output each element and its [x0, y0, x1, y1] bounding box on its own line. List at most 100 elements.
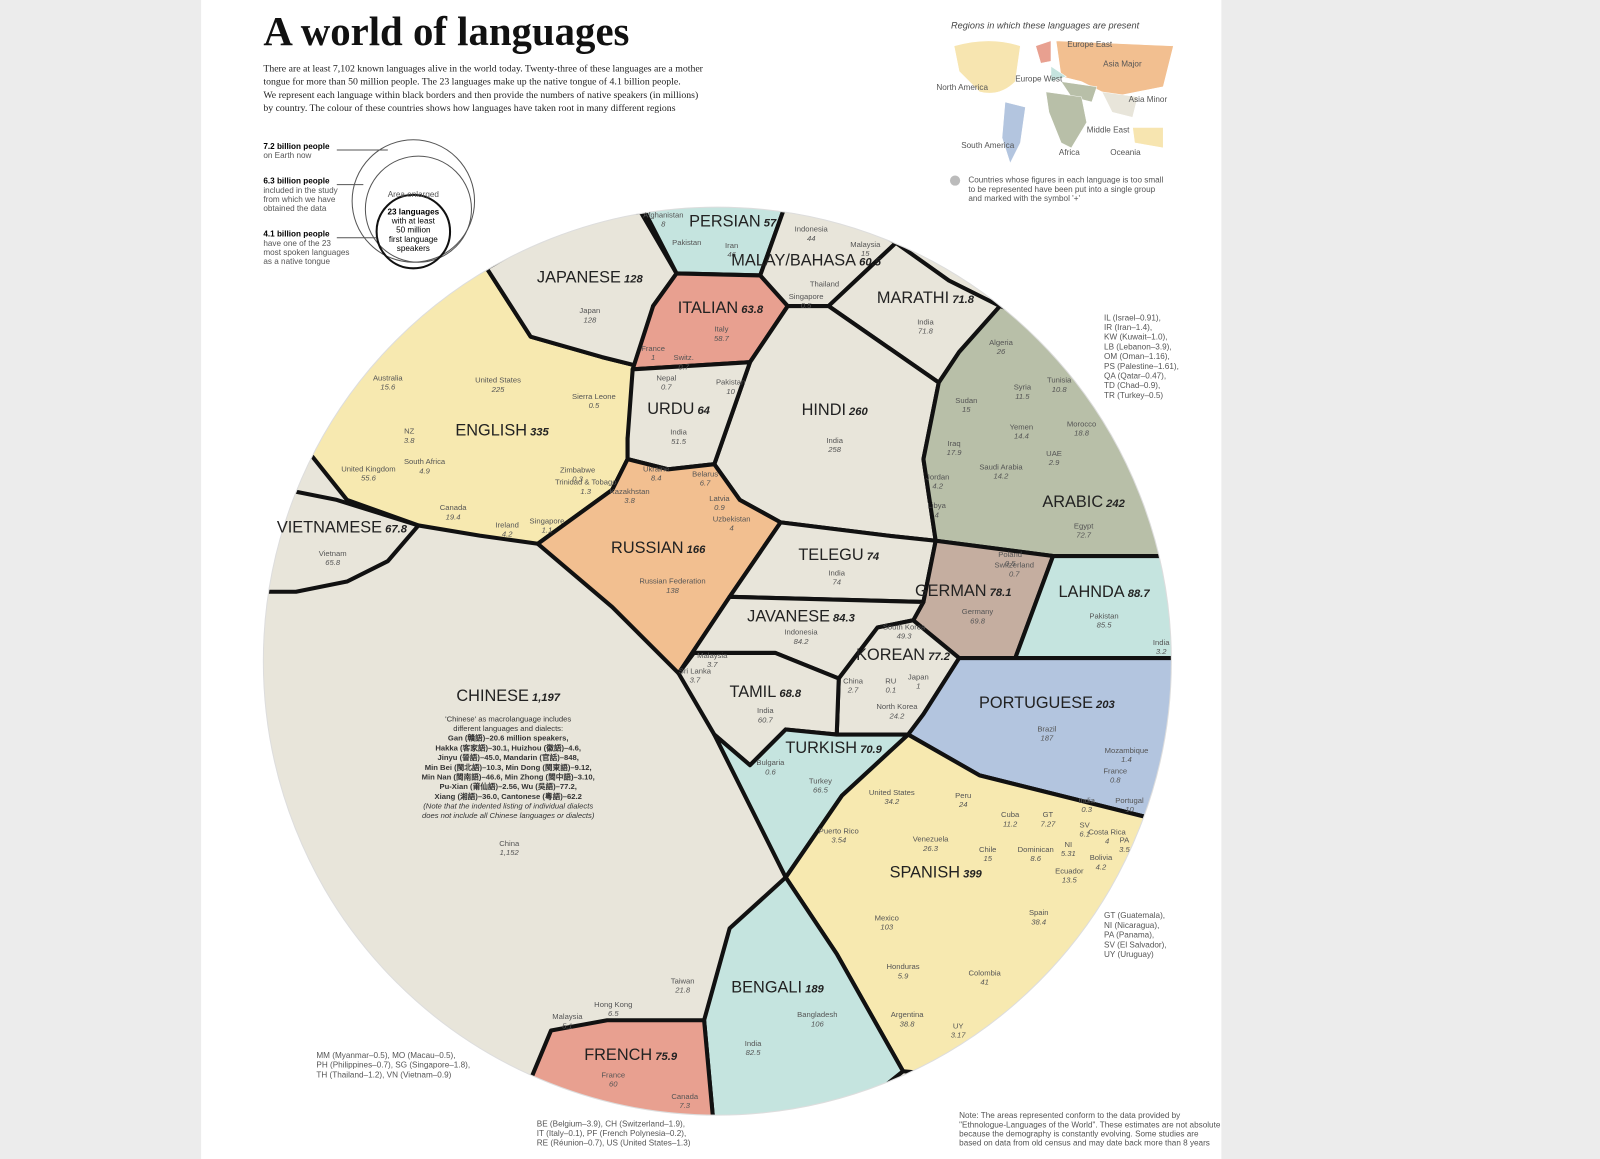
- key-text: as a native tongue: [263, 257, 330, 266]
- intro-line: We represent each language within black …: [263, 90, 698, 101]
- country-name: Vietnam: [319, 549, 347, 558]
- country-value: 0.3: [1081, 805, 1092, 814]
- country-name: France: [601, 1070, 625, 1079]
- country-name: Portugal: [1115, 796, 1144, 805]
- country-value: 66.5: [813, 786, 829, 795]
- key-text: obtained the data: [263, 204, 327, 213]
- language-name: HINDI 260: [802, 401, 869, 419]
- country-name: Ukraine: [643, 464, 669, 473]
- country-value: 13.5: [1062, 876, 1078, 885]
- name: ITALIAN: [678, 299, 738, 317]
- country-name: Switzerland: [995, 560, 1035, 569]
- country-name: Tunisia: [1047, 376, 1072, 385]
- language-name: VIETNAMESE 67.8: [277, 519, 408, 537]
- note-line: based on data from old census and may da…: [959, 1139, 1210, 1148]
- country-name: SV: [1080, 820, 1091, 829]
- country-name: Russian Federation: [639, 577, 705, 586]
- total: 77.2: [928, 651, 951, 663]
- language-name: MALAY/BAHASA 60.5: [731, 251, 881, 269]
- total: 399: [963, 868, 982, 880]
- country-value: 2.9: [1048, 458, 1060, 467]
- total: 71.8: [952, 294, 975, 306]
- country-value: 5.1: [562, 1021, 573, 1030]
- country-value: 69.8: [970, 616, 986, 625]
- country-name: Singapore: [530, 516, 565, 525]
- name: GERMAN: [915, 582, 987, 600]
- key-text: included in the study: [263, 186, 338, 195]
- country-name: South Korea: [883, 622, 926, 631]
- country-value: 3.5: [1119, 845, 1130, 854]
- country-name: Pakistan: [716, 378, 745, 387]
- country-name: Sudan: [955, 396, 977, 405]
- map-title: Regions in which these languages are pre…: [951, 21, 1140, 31]
- country-name: Costa Rica: [1088, 828, 1126, 837]
- country-name: Pakistan: [672, 238, 701, 247]
- country-value: 41: [980, 978, 989, 987]
- country-value: 8.6: [1030, 854, 1041, 863]
- country-value: 3.7: [707, 660, 718, 669]
- total: 1,197: [532, 692, 561, 704]
- note-line: "Ethnologue-Languages of the World". The…: [959, 1120, 1221, 1129]
- language-name: JAPANESE 128: [537, 269, 644, 287]
- country-value: 74: [832, 578, 841, 587]
- country-name: Zimbabwe: [560, 465, 595, 474]
- country-value: 84.2: [794, 637, 810, 646]
- key-figure: 7.2 billion people: [263, 142, 330, 151]
- country-name: Sierra Leone: [572, 392, 616, 401]
- language-note: Min Nan (閩南語)–46.6, Min Zhong (閩中語)–3.10…: [422, 771, 595, 781]
- country-name: South Africa: [404, 457, 446, 466]
- country-value: 34.2: [884, 797, 900, 806]
- note-line: IT (Italy–0.1), PF (French Polynesia–0.2…: [537, 1129, 686, 1138]
- country-name: Japan: [908, 672, 929, 681]
- country-name: Afghanistan: [643, 210, 683, 219]
- country-value: 21.8: [674, 986, 691, 995]
- total: 57: [764, 217, 777, 229]
- country-value: 3.7: [690, 676, 701, 685]
- country-value: 1,152: [500, 848, 520, 857]
- note-line: SV (El Salvador),: [1104, 940, 1167, 949]
- country-name: Honduras: [886, 962, 919, 971]
- country-value: 4.9: [419, 466, 430, 475]
- country-value: 24.2: [888, 711, 905, 720]
- country-name: France: [641, 344, 665, 353]
- map-region: Africa: [1059, 148, 1080, 157]
- country-value: 1.4: [1121, 755, 1132, 764]
- language-name: TURKISH 70.9: [785, 739, 882, 757]
- country-value: 15: [861, 249, 870, 258]
- country-name: India: [828, 568, 845, 577]
- total: 166: [687, 544, 706, 556]
- note-line: KW (Kuwait–1.0),: [1104, 333, 1167, 342]
- country-name: Nepal: [656, 374, 676, 383]
- country-name: Taiwan: [671, 977, 695, 986]
- country-name: Jordan: [926, 473, 949, 482]
- country-name: Pakistan: [1089, 611, 1118, 620]
- country-name: GT: [1043, 810, 1054, 819]
- country-value: 6.7: [700, 479, 711, 488]
- note-line: PH (Philippines–0.7), SG (Singapore–1.8)…: [316, 1061, 470, 1070]
- country-name: Malaysia: [552, 1012, 583, 1021]
- country-value: 44: [807, 234, 816, 243]
- country-name: Algeria: [989, 338, 1014, 347]
- name: TAMIL: [729, 683, 776, 701]
- country-value: 0.8: [1110, 776, 1121, 785]
- key-circle-text: with at least: [391, 216, 436, 225]
- total: 88.7: [1128, 588, 1151, 600]
- country-name: India: [757, 706, 774, 715]
- key-text: from which we have: [263, 195, 336, 204]
- world-map: [953, 40, 1174, 164]
- map-note: Countries whose figures in each language…: [968, 176, 1163, 185]
- country-value: 19.4: [446, 512, 461, 521]
- note-line: TD (Chad–0.9),: [1104, 381, 1160, 390]
- key-text: most spoken languages: [263, 248, 349, 257]
- country-value: 72.7: [1076, 531, 1092, 540]
- country-name: Libya: [928, 501, 947, 510]
- country-value: 2.7: [847, 686, 859, 695]
- note-symbol: [949, 175, 961, 186]
- country-name: United States: [869, 788, 915, 797]
- country-value: 4.2: [502, 530, 513, 539]
- total: 63.8: [741, 304, 764, 316]
- language-note: (Note that the indented listing of indiv…: [423, 802, 593, 811]
- country-value: 8.4: [651, 474, 662, 483]
- country-value: 0.7: [661, 383, 672, 392]
